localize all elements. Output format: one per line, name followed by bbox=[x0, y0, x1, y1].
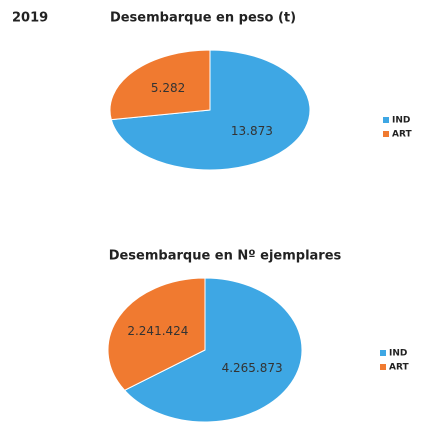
pie-slice bbox=[107, 277, 206, 391]
chart-title: Desembarque en Nº ejemplares bbox=[109, 249, 342, 264]
legend-label: ART bbox=[392, 130, 412, 140]
legend-swatch bbox=[383, 117, 389, 123]
legend-swatch bbox=[380, 364, 386, 370]
data-label: 2.241.424 bbox=[127, 324, 188, 338]
pie-slice bbox=[109, 49, 211, 121]
year-label: 2019 bbox=[12, 11, 48, 26]
data-label: 4.265.873 bbox=[222, 361, 283, 375]
pie-slice bbox=[110, 49, 311, 171]
legend-label: IND bbox=[392, 116, 410, 126]
legend-swatch bbox=[380, 350, 386, 356]
legend-swatch bbox=[383, 131, 389, 137]
data-label: 13.873 bbox=[231, 124, 273, 138]
pie-slice bbox=[123, 277, 303, 423]
legend-label: IND bbox=[389, 349, 407, 359]
legend-label: ART bbox=[389, 363, 409, 373]
chart-title: Desembarque en peso (t) bbox=[110, 11, 296, 26]
data-label: 5.282 bbox=[151, 81, 185, 95]
